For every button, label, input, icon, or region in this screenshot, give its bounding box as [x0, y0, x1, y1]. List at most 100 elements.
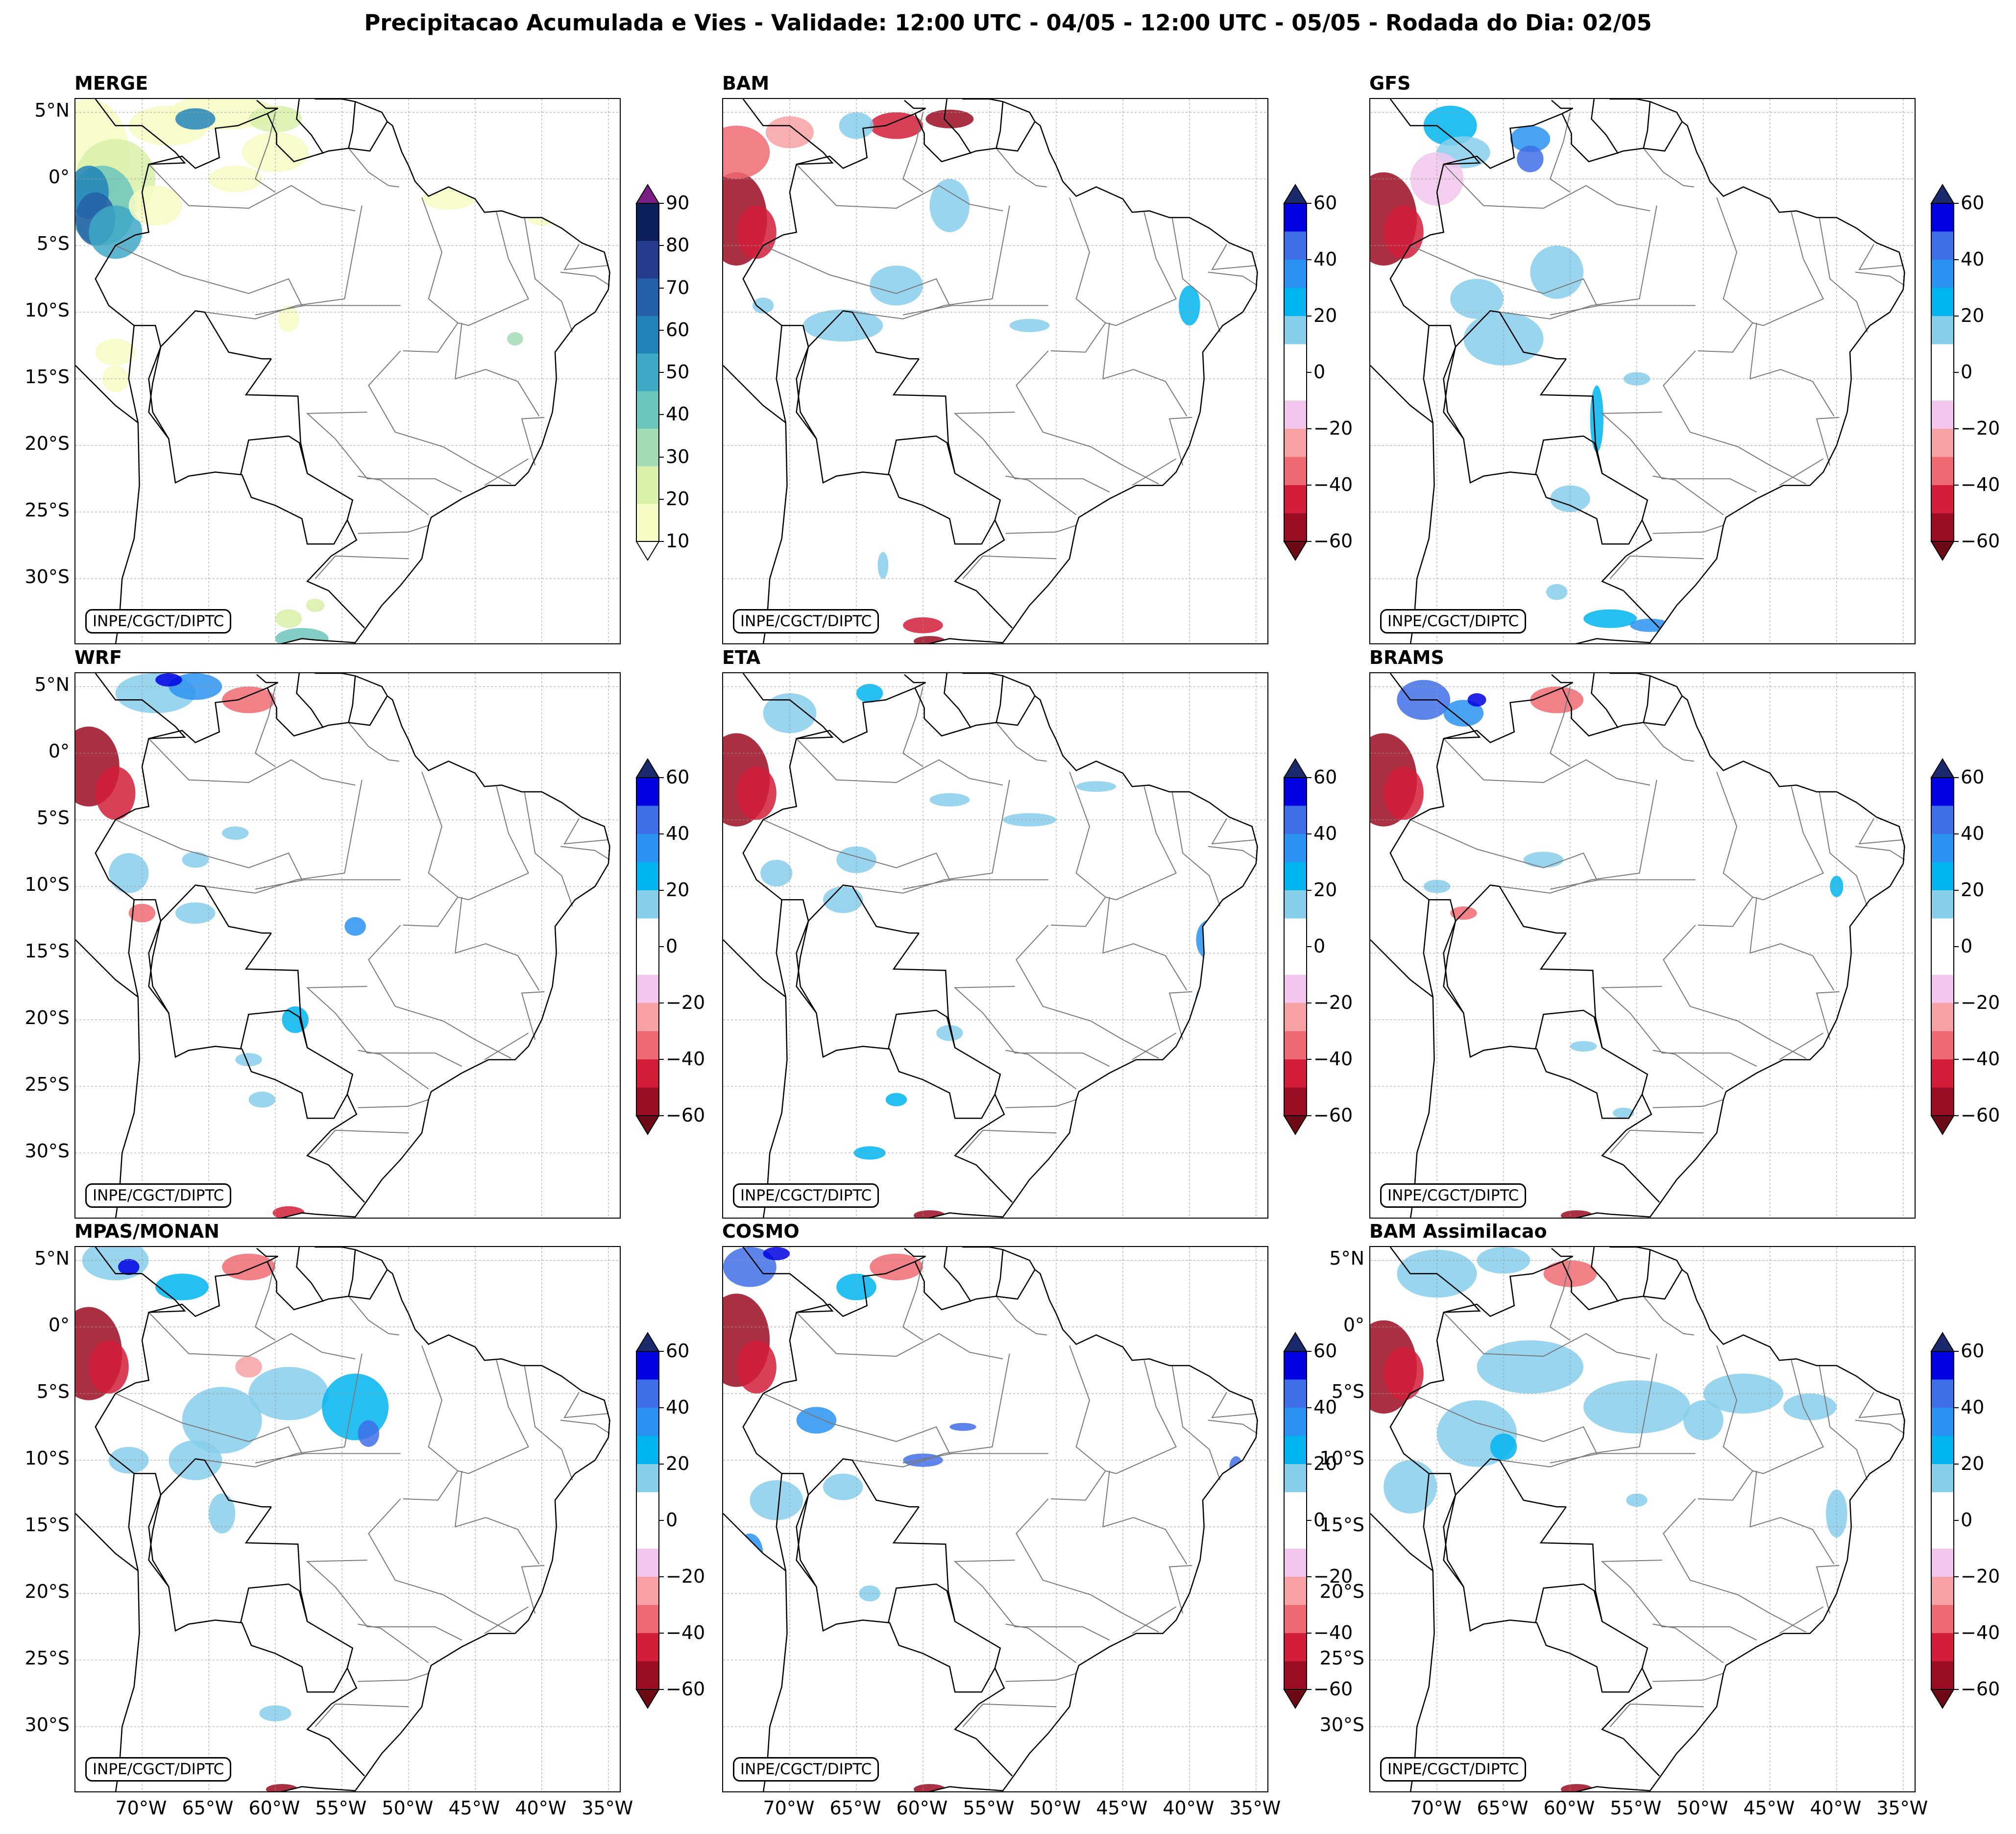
- colorbar-segment: [636, 1492, 659, 1521]
- colorbar-segment: [1931, 1464, 1954, 1492]
- latitude-label: 10°S: [24, 874, 70, 896]
- colorbar-tick-label: 60: [666, 1340, 690, 1362]
- precip-area: [175, 108, 216, 130]
- country-borders: [95, 99, 388, 629]
- colorbar-tick-mark: [1954, 946, 1959, 947]
- precip-area: [736, 766, 777, 820]
- colorbar-segment: [636, 1351, 659, 1380]
- colorbar-tick-label: 60: [666, 318, 690, 341]
- precip-area: [1626, 1493, 1648, 1507]
- colorbar-segment: [1931, 806, 1954, 834]
- state-border: [1549, 1260, 1571, 1341]
- state-border: [1410, 819, 1598, 880]
- colorbar-tick-label: 40: [1961, 248, 1985, 270]
- colorbar-tick-label: −40: [1961, 1622, 2000, 1643]
- colorbar-tick-label: −60: [1961, 1678, 2000, 1700]
- precip-area: [358, 1420, 380, 1447]
- colorbar-segment: [1284, 400, 1307, 429]
- map-svg: [723, 99, 1267, 643]
- state-border: [1016, 925, 1159, 1059]
- coastline: [75, 673, 610, 1218]
- state-border: [953, 1560, 1110, 1641]
- colorbar-tick-mark: [659, 1689, 664, 1690]
- latitude-label: 5°S: [1331, 1381, 1364, 1403]
- state-border: [1005, 475, 1077, 515]
- panel-title: COSMO: [722, 1221, 800, 1242]
- precip-area: [870, 112, 923, 139]
- state-border: [358, 525, 429, 534]
- state-border: [148, 738, 356, 786]
- state-border: [458, 1360, 529, 1474]
- country-borders: [1389, 99, 1683, 629]
- country-border: [128, 1473, 139, 1571]
- colorbar-segment: [1284, 1464, 1307, 1492]
- colorbar-tick-label: −60: [1961, 530, 2000, 552]
- state-border: [315, 1129, 409, 1153]
- state-border: [996, 1296, 1047, 1336]
- state-border: [1102, 897, 1188, 991]
- state-border: [1208, 271, 1258, 286]
- colorbar-segment: [1284, 203, 1307, 232]
- colorbar-segment: [636, 806, 659, 834]
- colorbar-tick-mark: [659, 946, 664, 947]
- precip-area: [877, 552, 889, 579]
- state-border: [484, 458, 529, 486]
- state-border: [1816, 417, 1840, 466]
- precip-area: [839, 112, 874, 139]
- country-border: [887, 1583, 956, 1623]
- colorbar-segment: [636, 1031, 659, 1060]
- longitude-label: 45°W: [448, 1797, 500, 1819]
- ocean-mask: [1370, 673, 1915, 1218]
- colorbar-segment: [1284, 1059, 1307, 1088]
- country-borders: [742, 99, 1036, 629]
- colorbar-tick-label: −60: [1313, 1104, 1353, 1126]
- country-border: [95, 673, 365, 1203]
- country-border: [1539, 1506, 1649, 1668]
- colorbar-segment: [1931, 316, 1954, 344]
- state-border: [1779, 1032, 1824, 1060]
- colorbar-segment: [1284, 862, 1307, 891]
- colorbar-segment: [636, 429, 659, 467]
- state-border: [1643, 722, 1694, 762]
- coastline: [1370, 673, 1905, 1218]
- country-border: [1643, 1249, 1651, 1296]
- colorbar-extend-top: [635, 184, 660, 204]
- country-border: [914, 1261, 1036, 1311]
- colorbar-tick-label: 40: [666, 1396, 690, 1418]
- state-border: [953, 412, 1110, 493]
- credit-label: INPE/CGCT/DIPTC: [733, 1183, 879, 1208]
- country-border: [240, 435, 308, 475]
- longitude-label: 60°W: [896, 1797, 948, 1819]
- latitude-label: 15°S: [24, 366, 70, 388]
- country-border: [148, 1458, 271, 1588]
- colorbar-segment: [1931, 1059, 1954, 1088]
- state-border: [796, 164, 1003, 212]
- precip-area: [89, 1340, 129, 1394]
- precip-area: [175, 902, 216, 924]
- precip-area: [1450, 279, 1504, 319]
- state-border: [315, 555, 409, 579]
- precip-area: [836, 846, 876, 873]
- bias-colorbar: 60 40 20 0 −20 −40 −60: [1283, 1332, 1353, 1711]
- colorbar-tick-mark: [1954, 1520, 1959, 1521]
- colorbar-extend-bottom: [1283, 541, 1308, 561]
- panel-title: MERGE: [74, 73, 148, 94]
- state-border: [521, 417, 545, 466]
- colorbar-tick-mark: [1307, 1689, 1312, 1690]
- ocean-mask: [1370, 1247, 1915, 1791]
- precip-area: [1826, 1489, 1847, 1538]
- colorbar-svg: [635, 1332, 660, 1709]
- colorbar-tick-mark: [1954, 541, 1959, 542]
- state-border: [962, 1703, 1056, 1727]
- bias-colorbar: 60 40 20 0 −20 −40 −60: [1930, 758, 2000, 1137]
- colorbar-segment: [1284, 890, 1307, 919]
- ocean-mask: [75, 673, 620, 1218]
- colorbar-segment: [636, 890, 659, 919]
- country-border: [796, 310, 919, 440]
- panel-title: MPAS/MONAN: [74, 1221, 219, 1242]
- country-border: [1591, 673, 1619, 729]
- latitude-label: 15°S: [24, 940, 70, 962]
- precip-area: [242, 132, 309, 172]
- state-border: [1105, 786, 1177, 901]
- country-border: [796, 674, 926, 743]
